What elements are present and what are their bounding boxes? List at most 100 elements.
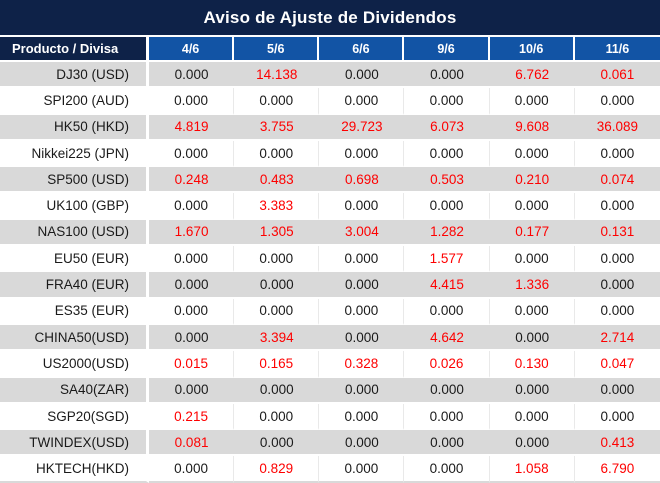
value-cell: 0.000 <box>149 272 235 299</box>
value-cell: 6.790 <box>574 456 660 483</box>
value-cell: 0.000 <box>234 246 320 273</box>
value-cell: 0.829 <box>234 456 320 483</box>
value-cell: 29.723 <box>319 114 405 141</box>
value-cell: 0.000 <box>574 377 660 404</box>
value-cell: 0.000 <box>149 140 235 168</box>
table-row: NAS100 (USD) 1.670 1.305 3.004 1.282 0.177 0.1… <box>0 219 660 247</box>
value-cell: 4.819 <box>149 114 235 141</box>
value-cell: 0.000 <box>319 456 405 483</box>
value-cell: 1.577 <box>404 246 490 273</box>
product-cell: SGP20(SGD) <box>0 403 149 431</box>
value-cell: 4.415 <box>404 272 490 299</box>
value-cell: 0.000 <box>574 298 660 325</box>
value-cell: 0.000 <box>319 430 405 457</box>
value-cell: 0.000 <box>574 88 660 115</box>
value-cell: 0.000 <box>404 430 490 457</box>
product-cell: SP500 (USD) <box>0 167 149 194</box>
value-cell: 0.000 <box>404 140 490 168</box>
table-row: SP500 (USD) 0.248 0.483 0.698 0.503 0.210 0.07… <box>0 167 660 194</box>
product-cell: ES35 (EUR) <box>0 298 149 325</box>
value-cell: 1.336 <box>489 272 575 299</box>
table-row: US2000(USD) 0.015 0.165 0.328 0.026 0.130 0.04… <box>0 351 660 378</box>
value-cell: 0.000 <box>319 140 405 168</box>
product-cell: Nikkei225 (JPN) <box>0 140 149 168</box>
value-cell: 0.000 <box>574 272 660 299</box>
value-cell: 0.210 <box>489 167 575 194</box>
value-cell: 0.000 <box>319 193 405 220</box>
value-cell: 0.000 <box>149 62 235 89</box>
value-cell: 0.215 <box>149 403 235 431</box>
value-cell: 0.000 <box>319 324 405 352</box>
table-row: SPI200 (AUD) 0.000 0.000 0.000 0.000 0.000 0.0… <box>0 88 660 115</box>
value-cell: 0.000 <box>489 377 575 404</box>
value-cell: 0.000 <box>149 298 235 325</box>
value-cell: 0.000 <box>574 193 660 220</box>
value-cell: 6.073 <box>404 114 490 141</box>
table-row: HKTECH(HKD) 0.000 0.829 0.000 0.000 1.058 6.79… <box>0 456 660 483</box>
table-row: SGP20(SGD) 0.215 0.000 0.000 0.000 0.000 0.000 <box>0 403 660 431</box>
value-cell: 0.015 <box>149 351 235 378</box>
value-cell: 0.000 <box>404 88 490 115</box>
table-row: CHINA50(USD) 0.000 3.394 0.000 4.642 0.000 2.7… <box>0 324 660 352</box>
value-cell: 0.131 <box>574 219 660 247</box>
value-cell: 0.483 <box>234 167 320 194</box>
value-cell: 0.081 <box>149 430 235 457</box>
value-cell: 0.000 <box>234 88 320 115</box>
value-cell: 0.000 <box>489 403 575 431</box>
product-cell: NAS100 (USD) <box>0 219 149 247</box>
value-cell: 9.608 <box>489 114 575 141</box>
product-cell: UK100 (GBP) <box>0 193 149 220</box>
table-row: Nikkei225 (JPN) 0.000 0.000 0.000 0.000 0.000… <box>0 140 660 168</box>
product-cell: HKTECH(HKD) <box>0 456 149 483</box>
value-cell: 0.000 <box>149 324 235 352</box>
value-cell: 14.138 <box>234 62 320 89</box>
table-row: ES35 (EUR) 0.000 0.000 0.000 0.000 0.000 0.000 <box>0 298 660 325</box>
column-header-date: 5/6 <box>234 37 320 62</box>
product-cell: SPI200 (AUD) <box>0 88 149 115</box>
value-cell: 0.698 <box>319 167 405 194</box>
table-row: UK100 (GBP) 0.000 3.383 0.000 0.000 0.000 0.00… <box>0 193 660 220</box>
value-cell: 0.000 <box>404 62 490 89</box>
value-cell: 0.000 <box>404 193 490 220</box>
table-row: EU50 (EUR) 0.000 0.000 0.000 1.577 0.000 0.000 <box>0 246 660 273</box>
value-cell: 0.000 <box>149 193 235 220</box>
value-cell: 0.000 <box>234 140 320 168</box>
value-cell: 0.000 <box>234 403 320 431</box>
value-cell: 0.000 <box>234 272 320 299</box>
value-cell: 0.000 <box>489 140 575 168</box>
value-cell: 0.000 <box>489 246 575 273</box>
value-cell: 0.000 <box>489 88 575 115</box>
product-cell: US2000(USD) <box>0 351 149 378</box>
value-cell: 4.642 <box>404 324 490 352</box>
product-cell: DJ30 (USD) <box>0 62 149 89</box>
product-cell: EU50 (EUR) <box>0 246 149 273</box>
value-cell: 0.000 <box>489 193 575 220</box>
value-cell: 0.000 <box>149 246 235 273</box>
value-cell: 0.000 <box>319 62 405 89</box>
value-cell: 1.670 <box>149 219 235 247</box>
notice-title: Aviso de Ajuste de Dividendos <box>0 0 660 37</box>
value-cell: 0.000 <box>234 430 320 457</box>
value-cell: 1.058 <box>489 456 575 483</box>
column-header-product: Producto / Divisa <box>0 37 149 62</box>
value-cell: 3.755 <box>234 114 320 141</box>
header-row: Producto / Divisa 4/6 5/6 6/6 9/6 10/6 11/6 <box>0 37 660 62</box>
product-cell: TWINDEX(USD) <box>0 430 149 457</box>
value-cell: 0.000 <box>404 298 490 325</box>
value-cell: 0.000 <box>234 298 320 325</box>
column-header-date: 10/6 <box>489 37 575 62</box>
table-row: FRA40 (EUR) 0.000 0.000 0.000 4.415 1.336 0.00… <box>0 272 660 299</box>
value-cell: 0.061 <box>574 62 660 89</box>
table-row: DJ30 (USD) 0.000 14.138 0.000 0.000 6.762 0.06… <box>0 62 660 89</box>
product-cell: SA40(ZAR) <box>0 377 149 404</box>
value-cell: 0.000 <box>319 272 405 299</box>
value-cell: 0.000 <box>574 246 660 273</box>
value-cell: 1.305 <box>234 219 320 247</box>
value-cell: 0.000 <box>489 298 575 325</box>
value-cell: 0.000 <box>404 377 490 404</box>
value-cell: 0.177 <box>489 219 575 247</box>
product-cell: CHINA50(USD) <box>0 324 149 352</box>
value-cell: 0.000 <box>489 324 575 352</box>
product-cell: FRA40 (EUR) <box>0 272 149 299</box>
